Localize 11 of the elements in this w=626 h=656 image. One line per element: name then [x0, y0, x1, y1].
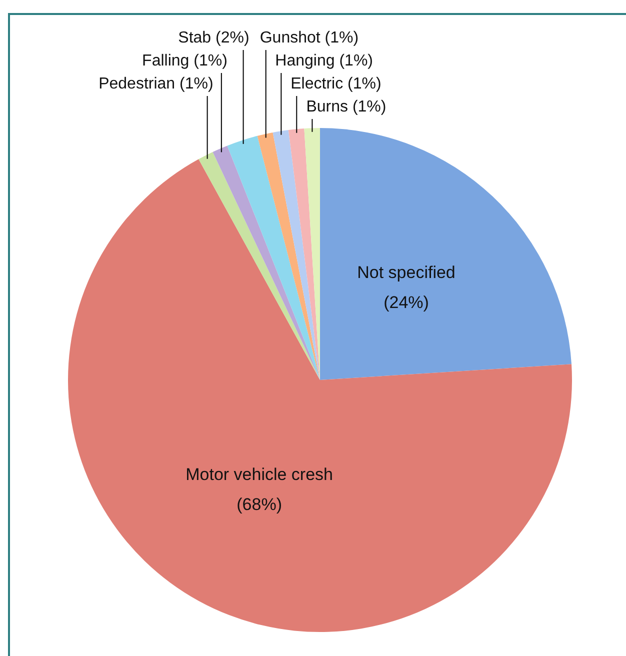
slice-label: Burns (1%) — [306, 98, 386, 116]
slice-label: Pedestrian (1%) — [98, 75, 214, 92]
slice-label: Falling (1%) — [142, 52, 228, 70]
slice-label: Motor vehicle cresh — [186, 465, 333, 484]
slice-label: Hanging (1%) — [275, 52, 373, 70]
data-label: (24%) — [384, 292, 429, 312]
slice-label: Gunshot (1%) — [260, 29, 359, 46]
slice-label: Stab (2%) — [178, 29, 250, 46]
data-label: (68%) — [236, 495, 282, 514]
slice-label: Electric (1%) — [290, 75, 382, 92]
slice-label: Not specified — [357, 262, 456, 282]
